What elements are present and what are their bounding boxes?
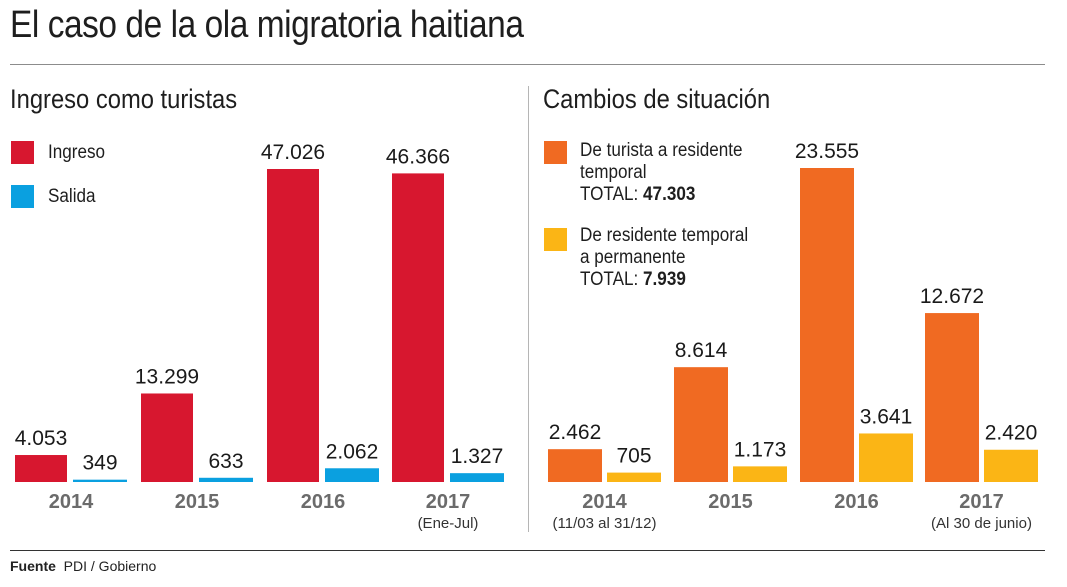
bar-salida-2015 [199,477,253,482]
bar-ingreso-2015 [141,393,193,482]
legend-label-residente-permanente: De residente temporal a permanente TOTAL… [580,225,748,291]
data-label-ingreso-2015: 13.299 [135,365,199,388]
source-note: Fuente PDI / Gobierno [10,558,156,574]
footer-divider [10,550,1045,551]
bar-ingreso-2014 [15,455,67,482]
bar-salida-2016 [325,468,379,482]
legend-total: TOTAL: 47.303 [580,184,743,206]
data-label-turista-residente-2014: 2.462 [549,421,602,444]
bar-residente-permanente-2017 [984,449,1038,482]
bar-turista-residente-2015 [674,367,728,482]
x-tick-label-2016: 2016 [834,491,879,513]
data-label-residente-permanente-2014: 705 [616,445,651,468]
x-tick-label-2016: 2016 [301,491,346,513]
x-tick-label-2017: 2017 [959,491,1004,513]
legend-label-ingreso: Ingreso [48,142,106,163]
panel-divider [528,86,529,532]
data-label-ingreso-2016: 47.026 [261,141,325,164]
data-label-residente-permanente-2016: 3.641 [860,405,913,428]
legend-line: a permanente [580,247,686,268]
chart-title-cambios: Cambios de situación [543,84,771,114]
data-label-residente-permanente-2017: 2.420 [985,422,1038,445]
bar-salida-2014 [73,479,127,482]
bar-turista-residente-2016 [800,168,854,482]
legend-total-value: 47.303 [643,184,696,205]
x-tick-label-2014: 2014 [49,491,94,513]
legend-total-value: 7.939 [643,269,686,290]
legend-swatch-ingreso [11,141,34,164]
source-label: Fuente [10,558,56,574]
bar-residente-permanente-2016 [859,433,913,482]
chart-title-ingreso: Ingreso como turistas [10,84,238,114]
bar-residente-permanente-2014 [607,472,661,482]
legend-total-label: TOTAL: [580,269,639,290]
legend-swatch-salida [11,185,34,208]
legend-total: TOTAL: 7.939 [580,269,748,291]
legend-swatch-turista-residente [544,141,567,164]
x-tick-label-2015: 2015 [708,491,753,513]
x-tick-note-2017: (Al 30 de junio) [931,515,1032,532]
data-label-ingreso-2014: 4.053 [15,427,68,450]
legend-swatch-residente-permanente [544,228,567,251]
x-tick-label-2017: 2017 [426,491,471,513]
legend-line: De turista a residente [580,140,743,161]
data-label-residente-permanente-2015: 1.173 [734,438,787,461]
data-label-turista-residente-2017: 12.672 [920,285,984,308]
data-label-turista-residente-2015: 8.614 [675,339,728,362]
bar-ingreso-2017 [392,173,444,482]
legend-line: De residente temporal [580,225,749,246]
bar-turista-residente-2014 [548,449,602,482]
data-label-salida-2015: 633 [208,450,243,473]
page-title: El caso de la ola migratoria haitiana [10,4,524,46]
legend-label-salida: Salida [48,186,96,207]
data-label-ingreso-2017: 46.366 [386,145,450,168]
legend-total-label: TOTAL: [580,184,639,205]
data-label-turista-residente-2016: 23.555 [795,140,859,163]
bar-salida-2017 [450,473,504,482]
x-tick-note-2017: (Ene-Jul) [418,515,479,532]
bar-residente-permanente-2015 [733,466,787,482]
x-tick-note-2014: (11/03 al 31/12) [553,515,657,532]
legend-label-turista-residente: De turista a residente temporal TOTAL: 4… [580,140,743,206]
bar-turista-residente-2017 [925,313,979,482]
title-divider [10,64,1045,65]
data-label-salida-2014: 349 [82,452,117,475]
x-tick-label-2015: 2015 [175,491,220,513]
x-tick-label-2014: 2014 [582,491,627,513]
data-label-salida-2017: 1.327 [451,445,504,468]
source-text: PDI / Gobierno [63,558,157,574]
legend-line: temporal [580,162,647,183]
data-label-salida-2016: 2.062 [326,440,379,463]
bar-ingreso-2016 [267,169,319,482]
